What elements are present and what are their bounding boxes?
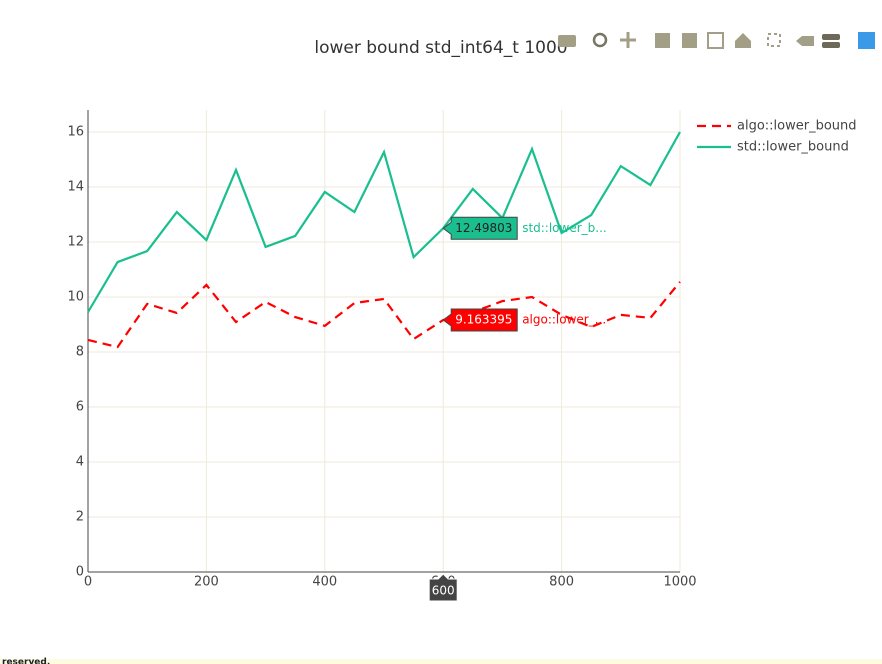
legend-label[interactable]: algo::lower_bound [737, 119, 857, 134]
zoom-out-icon[interactable] [682, 33, 697, 48]
y-tick-label: 12 [67, 235, 84, 250]
hover-box [442, 308, 518, 332]
y-tick-label: 10 [67, 290, 84, 305]
hover-value: 9.163395 [455, 313, 512, 327]
x-tick-label: 200 [194, 575, 219, 590]
autoscale-icon[interactable] [707, 32, 724, 49]
hover-compare-icon[interactable] [822, 34, 840, 40]
y-tick-label: 0 [76, 565, 84, 580]
x-tick-label: 0 [84, 575, 92, 590]
data-line [87, 131, 681, 313]
hover-name: std::lower_b... [522, 221, 607, 235]
hover-compare-icon[interactable] [822, 42, 840, 48]
x-hover-label: 600 [428, 573, 458, 602]
x-hover-box [428, 573, 458, 602]
x-tick-label: 800 [549, 575, 574, 590]
hover-label: 12.49803 std::lower_b... [442, 216, 607, 240]
hover-box [442, 216, 518, 240]
camera-icon[interactable] [558, 35, 576, 47]
zoom-in-icon[interactable] [655, 33, 670, 48]
y-tick-label: 2 [76, 510, 84, 525]
zoom-icon[interactable] [592, 32, 608, 48]
y-tick-label: 8 [76, 345, 84, 360]
toolbar [558, 32, 875, 49]
y-tick-label: 4 [76, 455, 84, 470]
spike-icon[interactable] [767, 33, 781, 47]
hover-label: 9.163395 algo::lower_... [442, 308, 606, 332]
x-tick-label: 400 [312, 575, 337, 590]
y-tick-label: 16 [67, 125, 84, 140]
data-line [87, 281, 681, 349]
y-tick-label: 14 [67, 180, 84, 195]
x-hover-value: 600 [432, 584, 455, 598]
pan-icon[interactable] [620, 32, 636, 48]
footer-bar [0, 659, 882, 664]
x-tick-label: 1000 [663, 575, 696, 590]
chart-title: lower bound std_int64_t 1000 [314, 38, 567, 58]
plotly-logo[interactable] [858, 32, 875, 49]
home-icon[interactable] [735, 33, 751, 48]
legend-label[interactable]: std::lower_bound [737, 140, 849, 155]
hover-closest-icon[interactable] [796, 36, 814, 46]
hover-value: 12.49803 [455, 221, 512, 235]
y-tick-label: 6 [76, 400, 84, 415]
footer-text: reserved. [2, 658, 50, 664]
hover-name: algo::lower_... [522, 313, 606, 327]
